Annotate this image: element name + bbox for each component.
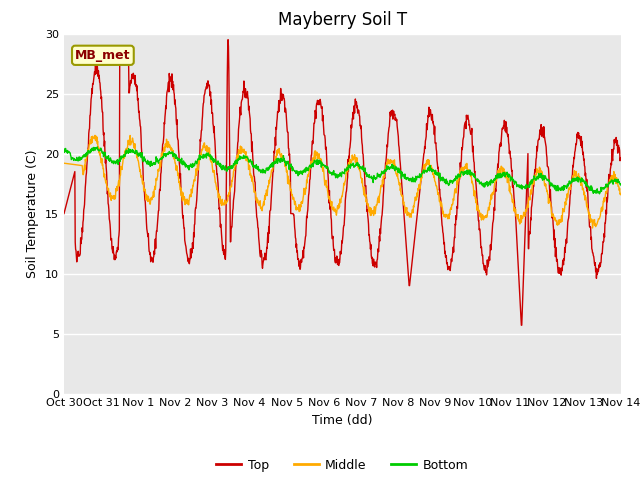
Title: Mayberry Soil T: Mayberry Soil T bbox=[278, 11, 407, 29]
Y-axis label: Soil Temperature (C): Soil Temperature (C) bbox=[26, 149, 40, 278]
Legend: Top, Middle, Bottom: Top, Middle, Bottom bbox=[211, 454, 474, 477]
X-axis label: Time (dd): Time (dd) bbox=[312, 414, 372, 427]
Text: MB_met: MB_met bbox=[75, 49, 131, 62]
